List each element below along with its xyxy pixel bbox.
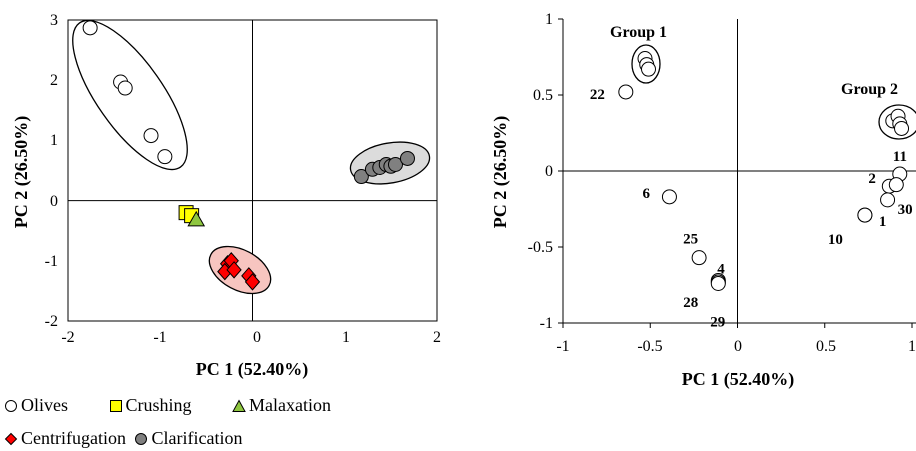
loading-point — [641, 61, 657, 77]
legend-diamond-marker — [4, 432, 18, 445]
loading-point — [857, 207, 873, 223]
right-y-tick-label: -1 — [540, 315, 553, 332]
point-label: 11 — [893, 149, 907, 165]
loading-point — [691, 250, 707, 266]
right-x-tick-label: -1 — [556, 338, 569, 355]
left-y-tick-label: 1 — [50, 132, 58, 149]
left-x-tick-label: -2 — [61, 329, 74, 346]
loading-point — [888, 177, 904, 193]
right-y-tick-label: 1 — [545, 11, 553, 28]
left-y-tick-label: -2 — [45, 313, 58, 330]
left-y-tick-label: 0 — [50, 193, 58, 210]
legend-filled-circle-marker — [135, 432, 148, 445]
right-x-tick-label: 1 — [908, 338, 916, 355]
legend-label: Olives — [21, 395, 68, 415]
left-y-tick-label: -1 — [45, 253, 58, 270]
left-x-tick-label: 1 — [342, 329, 350, 346]
centrifugation-point — [226, 261, 242, 279]
loading-point — [618, 84, 634, 100]
point-label: 6 — [642, 186, 650, 202]
group-1-label: Group 1 — [610, 24, 667, 41]
legend-label: Clarification — [151, 428, 243, 448]
olives-cluster-ellipse — [72, 19, 188, 171]
point-label: 22 — [590, 87, 605, 103]
legend-item-olives: Olives — [4, 395, 68, 416]
legend-item-malaxation: Malaxation — [232, 395, 331, 416]
point-label: 4 — [717, 261, 725, 277]
clarification-point — [353, 169, 369, 185]
left-y-tick-label: 2 — [50, 72, 58, 89]
group-2-label: Group 2 — [841, 81, 898, 98]
left-x-tick-label: 0 — [253, 329, 261, 346]
clarification-point — [399, 150, 415, 166]
right-y-tick-label: -0.5 — [528, 239, 553, 256]
right-x-tick-label: 0 — [734, 338, 742, 355]
loading-point — [894, 120, 910, 136]
point-label: 2 — [868, 171, 876, 187]
group-2-ellipse — [878, 104, 916, 140]
centrifugation-point — [244, 273, 261, 291]
point-label: 30 — [898, 202, 913, 218]
malaxation-point — [187, 210, 206, 227]
left-x-tick-label: -1 — [153, 329, 166, 346]
legend-square-marker — [109, 399, 122, 412]
legend-item-crushing: Crushing — [109, 395, 192, 416]
olives-point — [82, 20, 98, 36]
legend-item-clarification: Clarification — [134, 428, 242, 449]
left-x-axis-label: PC 1 (52.40%) — [196, 359, 308, 380]
legend-label: Malaxation — [249, 395, 331, 415]
legend-label: Crushing — [125, 395, 192, 415]
legend-triangle-marker — [232, 398, 246, 412]
olives-point — [157, 149, 173, 165]
legend-row-2: Centrifugation Clarification — [4, 428, 272, 451]
right-y-tick-label: 0 — [545, 163, 553, 180]
olives-point — [117, 80, 133, 96]
left-y-tick-label: 3 — [50, 12, 58, 29]
loading-point — [880, 192, 896, 208]
left-x-tick-label: 2 — [433, 329, 441, 346]
loading-point — [710, 275, 726, 291]
point-label: 28 — [683, 295, 698, 311]
olives-point — [143, 128, 159, 144]
legend-circle-marker — [5, 399, 17, 412]
loading-point — [661, 189, 677, 205]
right-x-axis-label: PC 1 (52.40%) — [682, 369, 794, 390]
group-1-ellipse — [631, 44, 661, 84]
legend-item-centrifugation: Centrifugation — [4, 428, 126, 449]
right-x-tick-label: 0.5 — [816, 338, 836, 355]
clarification-point — [387, 156, 403, 172]
left-pca-scores-chart: -2 -1 0 1 2 -2 -1 0 1 2 3 PC 1 (52.40%) … — [11, 12, 441, 380]
right-x-tick-label: -0.5 — [637, 338, 662, 355]
point-label: 1 — [879, 214, 887, 230]
right-y-axis-label: PC 2 (26.50%) — [490, 116, 511, 228]
left-y-axis-label: PC 2 (26.50%) — [11, 116, 32, 228]
point-label: 25 — [683, 232, 698, 248]
point-label: 29 — [710, 314, 725, 330]
point-label: 10 — [828, 232, 843, 248]
legend: Olives Crushing Malaxation — [4, 395, 361, 418]
right-y-tick-label: 0.5 — [533, 87, 553, 104]
legend-label: Centrifugation — [21, 428, 126, 448]
